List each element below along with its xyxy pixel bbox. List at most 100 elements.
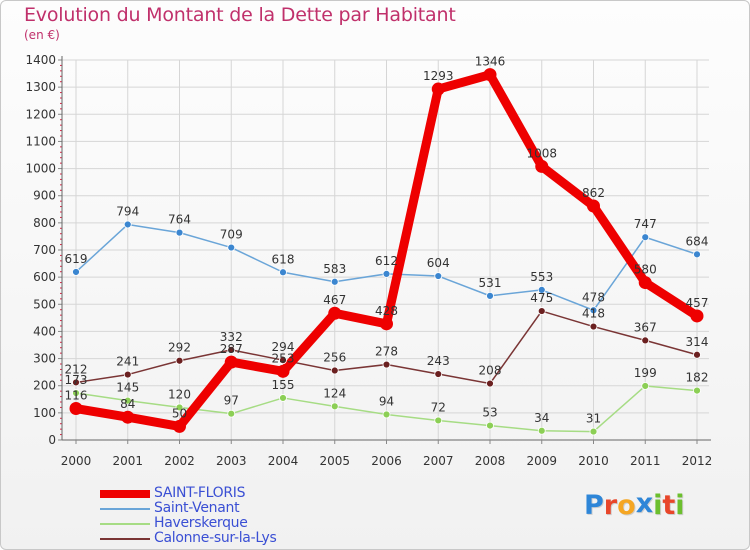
data-label: 278 <box>375 345 398 359</box>
logo-letter: i <box>675 490 685 521</box>
data-label: 243 <box>427 354 450 368</box>
data-label: 332 <box>220 330 243 344</box>
data-label: 94 <box>379 394 394 408</box>
data-label: 173 <box>65 373 88 387</box>
legend-label: Haverskerque <box>154 515 248 531</box>
data-point <box>434 416 443 425</box>
data-point <box>587 199 600 213</box>
data-label: 1008 <box>526 146 557 160</box>
data-label: 182 <box>686 371 709 385</box>
data-point <box>434 272 443 280</box>
logo-letter: o <box>617 490 636 521</box>
data-point <box>483 68 497 82</box>
chart-subtitle: (en €) <box>24 28 60 42</box>
y-tick-label: 900 <box>33 189 56 203</box>
data-point <box>328 306 342 320</box>
y-tick-label: 800 <box>33 216 56 230</box>
y-tick-label: 1200 <box>25 107 56 121</box>
data-label: 862 <box>582 186 605 200</box>
data-label: 367 <box>634 320 657 334</box>
y-tick-label: 400 <box>33 324 56 338</box>
data-label: 241 <box>116 355 139 369</box>
x-tick-label: 2002 <box>164 454 195 468</box>
data-point <box>72 389 80 397</box>
data-point <box>279 394 287 402</box>
data-label: 428 <box>375 304 398 318</box>
data-point <box>589 306 598 315</box>
data-label: 120 <box>168 387 191 401</box>
data-label: 457 <box>686 296 709 310</box>
y-tick-label: 600 <box>33 270 56 284</box>
data-point <box>382 360 391 369</box>
data-label: 84 <box>120 397 135 411</box>
legend-swatch <box>100 538 150 540</box>
data-label: 97 <box>224 394 239 408</box>
data-point <box>279 268 287 277</box>
data-point <box>123 370 132 379</box>
y-tick-label: 200 <box>33 379 56 393</box>
logo-letter: r <box>603 490 618 521</box>
data-label: 418 <box>582 307 605 321</box>
legend-swatch <box>100 490 150 498</box>
data-point <box>431 82 445 96</box>
x-tick-label: 2001 <box>112 454 143 468</box>
data-point <box>227 345 236 354</box>
y-tick-label: 0 <box>48 433 56 447</box>
legend-label: Calonne-sur-la-Lys <box>154 530 277 546</box>
data-point <box>227 243 236 252</box>
data-point <box>638 276 652 290</box>
data-label: 475 <box>530 291 553 305</box>
data-point <box>121 410 135 424</box>
data-point <box>641 336 650 345</box>
legend-swatch <box>100 508 150 510</box>
x-tick-label: 2000 <box>61 454 92 468</box>
proxiti-logo: Proxiti <box>584 488 685 521</box>
data-point <box>123 396 132 405</box>
logo-letter: x <box>635 488 654 519</box>
x-tick-label: 2005 <box>319 454 350 468</box>
data-label: 208 <box>479 364 502 378</box>
data-label: 199 <box>634 366 657 380</box>
data-point <box>693 350 701 359</box>
x-tick-label: 2006 <box>371 454 402 468</box>
data-label: 72 <box>431 400 446 414</box>
data-label: 709 <box>220 228 243 242</box>
y-tick-label: 700 <box>33 243 56 257</box>
y-tick-label: 300 <box>33 352 56 366</box>
data-point <box>175 228 184 237</box>
data-point <box>224 355 238 369</box>
data-point <box>175 356 184 365</box>
data-point <box>693 386 701 395</box>
logo-letter: P <box>584 490 604 521</box>
data-label: 294 <box>272 340 295 354</box>
data-point <box>173 419 186 433</box>
data-point <box>641 382 650 390</box>
data-label: 580 <box>634 263 657 277</box>
x-tick-label: 2012 <box>682 454 713 468</box>
y-tick-label: 1300 <box>25 80 56 94</box>
data-point <box>537 426 546 435</box>
data-point <box>276 364 290 378</box>
data-label: 212 <box>65 362 88 376</box>
chart-title: Evolution du Montant de la Dette par Hab… <box>24 4 456 26</box>
data-label: 764 <box>168 213 191 227</box>
data-point <box>123 220 132 229</box>
data-label: 256 <box>323 351 346 365</box>
x-tick-label: 2008 <box>475 454 506 468</box>
data-label: 145 <box>116 381 139 395</box>
data-point <box>382 269 391 278</box>
data-label: 583 <box>323 262 346 276</box>
data-point <box>434 370 443 378</box>
data-point <box>330 366 339 375</box>
data-point <box>380 317 393 331</box>
logo-letter: i <box>653 490 663 521</box>
data-point <box>330 402 339 411</box>
data-label: 287 <box>220 342 243 356</box>
data-label: 53 <box>482 406 497 420</box>
y-tick-label: 1000 <box>25 162 56 176</box>
data-label: 116 <box>65 389 88 403</box>
data-point <box>330 277 339 286</box>
data-label: 1293 <box>423 69 454 83</box>
data-label: 619 <box>65 252 88 266</box>
data-point <box>486 291 494 300</box>
